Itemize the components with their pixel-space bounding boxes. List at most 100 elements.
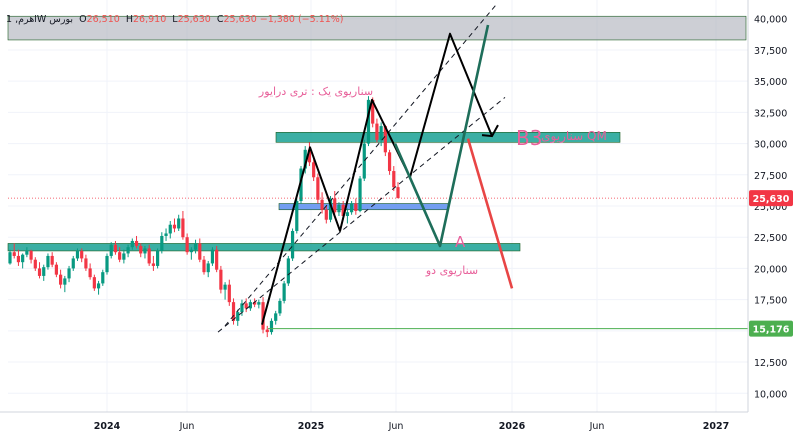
- candle-body: [172, 224, 177, 229]
- candle-body: [164, 233, 168, 236]
- candle-body: [185, 237, 189, 253]
- candle-body: [122, 253, 126, 260]
- candle-body: [240, 303, 244, 313]
- y-tick-label: 20,000: [754, 264, 787, 275]
- candle-body: [12, 252, 16, 256]
- last-price-badge-text: 25,630: [753, 194, 790, 205]
- candle-body: [59, 274, 63, 285]
- candle-body: [286, 258, 290, 284]
- candle-body: [156, 250, 160, 266]
- candle-body: [320, 199, 324, 210]
- candle-body: [147, 248, 151, 264]
- candlestick-series: [8, 96, 400, 338]
- x-tick-label: 2025: [298, 421, 324, 432]
- y-tick-label: 22,500: [754, 233, 787, 244]
- x-tick-label: Jun: [179, 421, 195, 432]
- candle-body: [193, 243, 198, 250]
- candle-body: [130, 240, 134, 248]
- candle-body: [168, 224, 172, 234]
- candle-body: [29, 250, 33, 260]
- price-badges: 25,630 15,176: [749, 190, 793, 337]
- candle-body: [383, 126, 387, 153]
- candle-body: [75, 250, 80, 259]
- candle-body: [312, 162, 316, 178]
- candle-body: [371, 99, 375, 124]
- candle-body: [134, 240, 139, 246]
- candle-body: [236, 312, 240, 321]
- candle-body: [71, 258, 75, 269]
- qm-zone-zone: [275, 132, 621, 143]
- candle-body: [278, 300, 282, 314]
- candle-body: [202, 259, 206, 273]
- chart-grid: [8, 0, 748, 412]
- candle-body: [396, 187, 400, 199]
- candle-body: [126, 247, 130, 254]
- candle-body: [337, 204, 341, 213]
- scenario-two-label: سناریوی دو: [425, 264, 478, 277]
- y-tick-label: 32,500: [754, 108, 787, 119]
- chart-zones: [7, 15, 747, 252]
- candle-body: [392, 171, 396, 188]
- candle-body: [198, 243, 202, 260]
- b3-label: B3: [516, 126, 542, 150]
- candle-body: [299, 168, 303, 202]
- candle-body: [88, 268, 92, 278]
- candle-body: [350, 203, 354, 213]
- candle-body: [189, 249, 193, 253]
- candle-body: [8, 252, 12, 264]
- candle-body: [379, 126, 383, 140]
- candle-body: [151, 263, 155, 266]
- candle-body: [206, 263, 210, 273]
- candle-body: [354, 203, 358, 211]
- top-resistance-zone: [7, 15, 747, 41]
- scenario-paths: [261, 24, 514, 325]
- candle-body: [307, 149, 312, 163]
- candle-body: [253, 302, 257, 305]
- candle-body: [362, 143, 366, 179]
- candle-body: [160, 235, 164, 251]
- candle-body: [324, 209, 328, 220]
- candle-body: [257, 302, 261, 305]
- candle-body: [181, 218, 185, 238]
- candle-body: [105, 255, 109, 273]
- candle-body: [50, 255, 54, 265]
- candle-body: [261, 302, 265, 330]
- time-axis[interactable]: 2024 Jun 2025 Jun 2026 Jun 2027: [0, 411, 748, 432]
- qm-path: [393, 24, 490, 248]
- candle-body: [295, 201, 299, 231]
- candle-body: [290, 230, 295, 259]
- x-tick-label: Jun: [388, 421, 404, 432]
- low-key: L: [172, 14, 178, 25]
- candle-body: [248, 302, 252, 309]
- candle-body: [37, 268, 42, 276]
- y-tick-label: 10,000: [754, 389, 787, 400]
- candle-body: [54, 264, 58, 275]
- three-drive-path: [261, 32, 493, 325]
- candle-body: [101, 272, 105, 284]
- candle-body: [96, 283, 101, 289]
- base-zone-zone: [7, 243, 521, 252]
- candle-body: [109, 244, 113, 256]
- low-value: 25,630: [177, 14, 211, 25]
- y-tick-label: 35,000: [754, 77, 787, 88]
- candle-body: [316, 177, 320, 200]
- candle-body: [16, 255, 21, 263]
- candle-body: [215, 249, 219, 270]
- candle-body: [358, 178, 362, 211]
- candle-body: [265, 329, 269, 333]
- x-tick-label: 2024: [94, 421, 121, 432]
- candle-body: [282, 283, 286, 301]
- candle-body: [80, 250, 84, 259]
- candle-body: [269, 320, 274, 333]
- ohlc-legend: 1 ,اهرمW بورس O26,510 H26,910 L25,630 C2…: [6, 14, 344, 25]
- candle-body: [177, 218, 181, 229]
- scenario-qm-label: سناریوی QM: [541, 129, 607, 144]
- candle-body: [219, 269, 223, 290]
- x-tick-label: 2026: [499, 421, 526, 432]
- candle-body: [33, 259, 37, 269]
- open-value: 26,510: [86, 14, 120, 25]
- symbol-label[interactable]: 1 ,اهرمW بورس: [6, 14, 74, 25]
- y-tick-label: 30,000: [754, 140, 787, 151]
- candle-body: [92, 277, 96, 289]
